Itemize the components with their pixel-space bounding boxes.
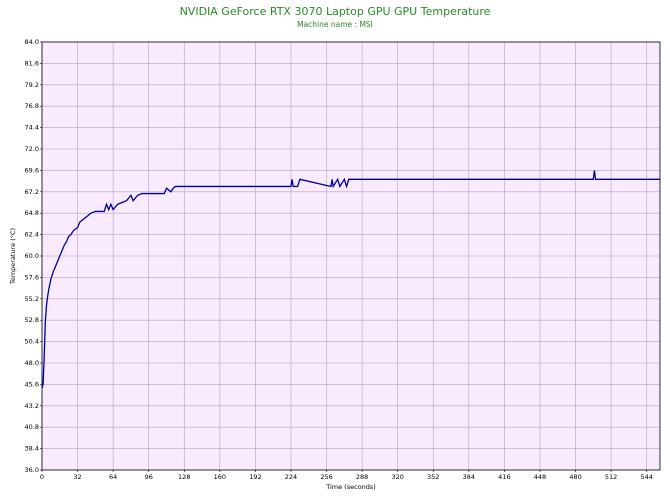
x-tick-label: 320 [391,473,403,481]
y-tick-label: 45.6 [25,380,39,388]
y-tick-label: 43.2 [25,402,39,410]
y-tick-label: 79.2 [25,81,39,89]
y-tick-label: 84.0 [25,38,39,46]
y-axis-label: Temperature (°C) [9,228,17,285]
y-tick-label: 50.4 [25,338,39,346]
y-tick-label: 55.2 [25,295,39,303]
y-tick-label: 52.8 [25,316,39,324]
x-tick-label: 416 [498,473,510,481]
x-tick-label: 352 [427,473,439,481]
x-tick-label: 288 [356,473,368,481]
y-tick-label: 36.0 [25,466,39,474]
y-tick-label: 62.4 [25,231,39,239]
x-tick-label: 0 [40,473,44,481]
y-tick-label: 72.0 [25,145,39,153]
x-tick-label: 64 [109,473,117,481]
y-tick-label: 76.8 [25,102,39,110]
x-tick-label: 96 [145,473,153,481]
chart-subtitle: Machine name : MSI [297,20,373,29]
y-tick-label: 38.4 [25,445,39,453]
x-tick-label: 160 [214,473,226,481]
y-tick-label: 64.8 [25,209,39,217]
y-tick-label: 74.4 [25,124,39,132]
y-tick-label: 57.6 [25,273,39,281]
plot-frame [41,41,661,471]
x-tick-label: 128 [178,473,190,481]
y-tick-label: 48.0 [25,359,39,367]
x-tick-label: 256 [320,473,332,481]
y-tick-label: 40.8 [25,423,39,431]
x-tick-label: 480 [569,473,581,481]
x-tick-label: 224 [285,473,297,481]
x-tick-label: 192 [249,473,261,481]
y-tick-label: 69.6 [25,166,39,174]
x-axis-label: Time (seconds) [325,483,376,491]
x-tick-label: 384 [463,473,475,481]
x-tick-label: 544 [640,473,652,481]
chart-title: NVIDIA GeForce RTX 3070 Laptop GPU GPU T… [180,5,491,18]
x-tick-label: 32 [73,473,81,481]
x-tick-label: 448 [534,473,546,481]
y-tick-label: 67.2 [25,188,39,196]
y-tick-label: 60.0 [25,252,39,260]
y-tick-label: 81.6 [25,59,39,67]
series-line [41,170,660,389]
x-tick-label: 512 [605,473,617,481]
